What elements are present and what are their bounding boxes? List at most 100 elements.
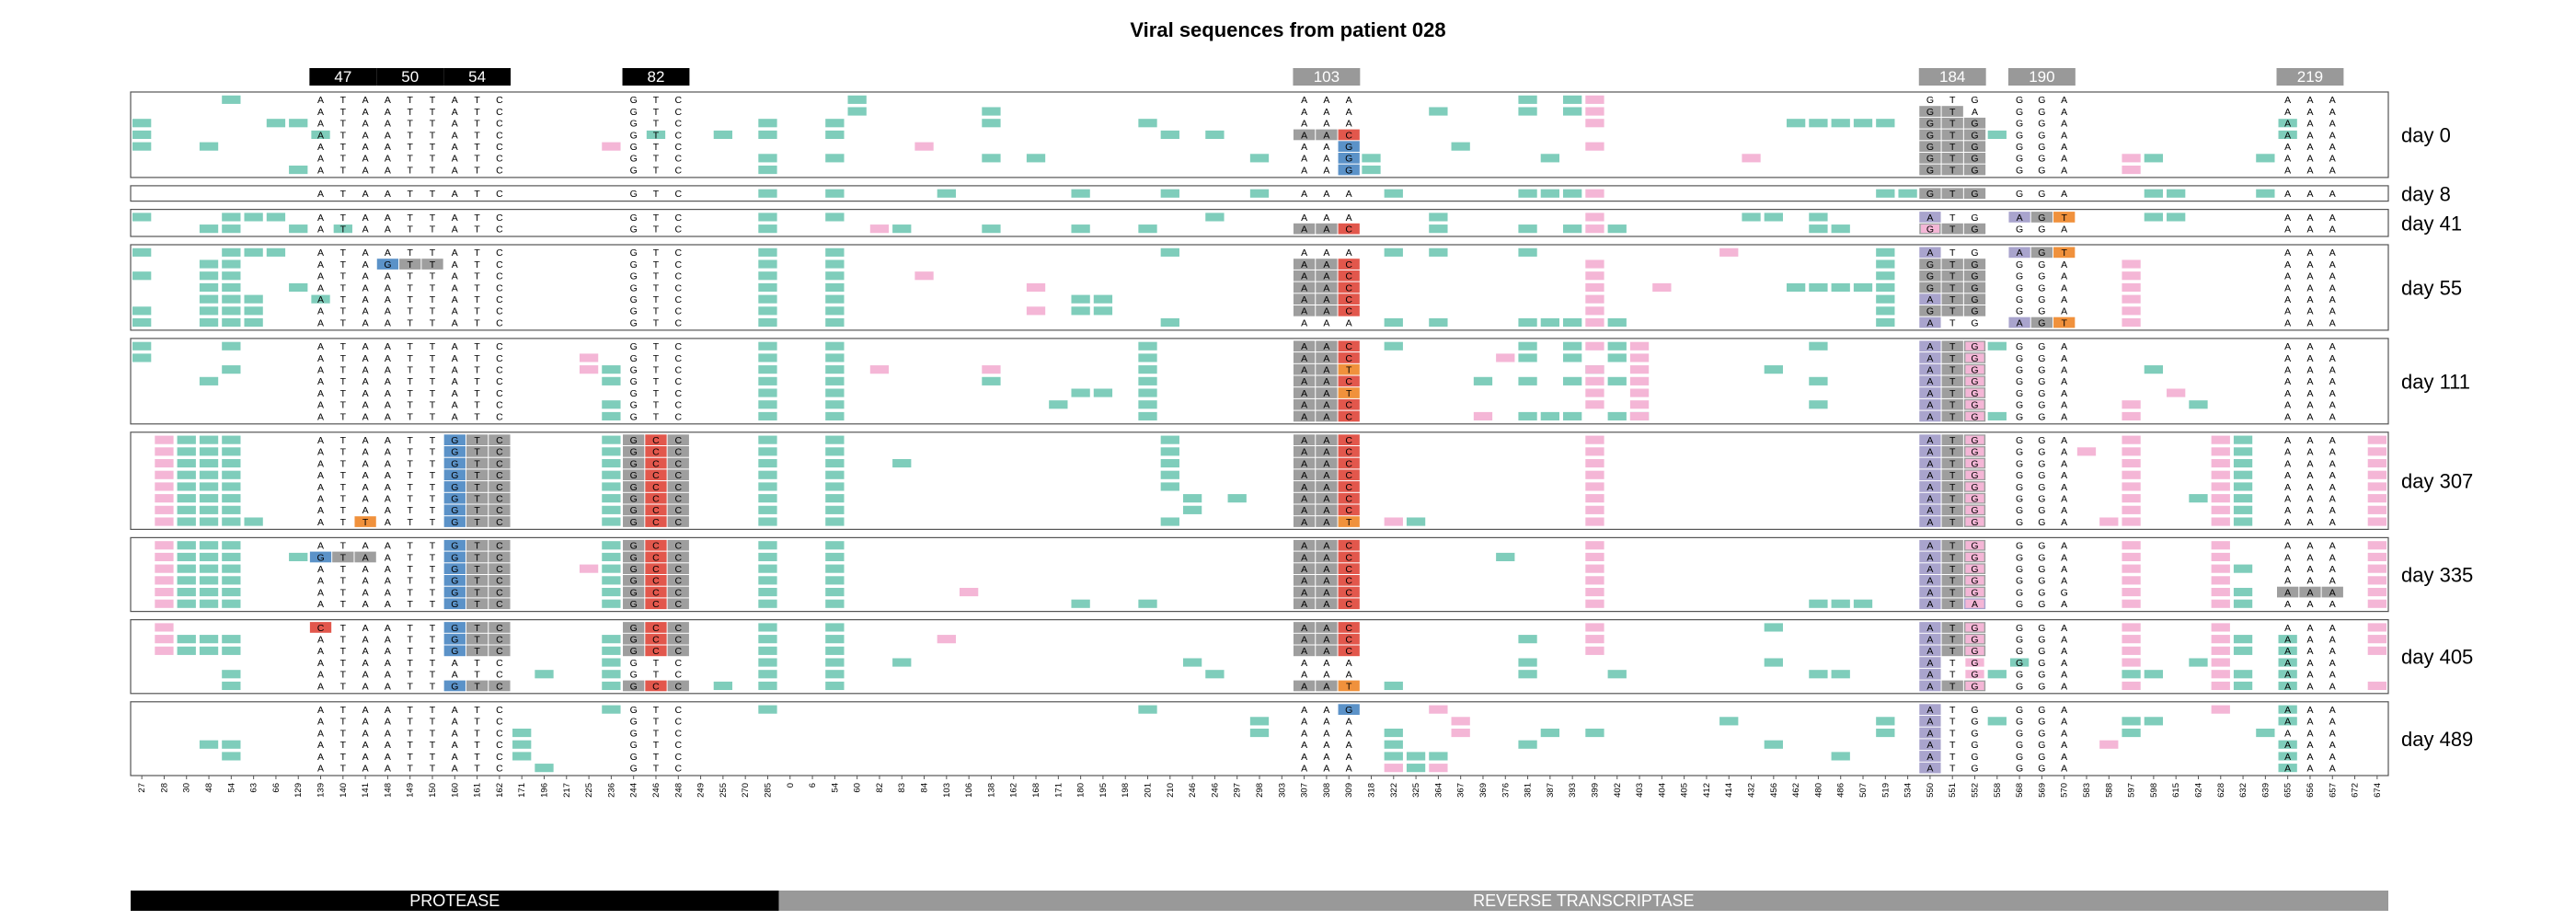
shaded-cell — [443, 680, 466, 692]
teal-mark — [2278, 740, 2297, 749]
base-letter: A — [1323, 294, 1329, 305]
position-tick-label: 54 — [830, 783, 840, 793]
position-tick-label: 54 — [226, 783, 236, 793]
base-letter: A — [2329, 294, 2336, 305]
base-letter: A — [317, 95, 324, 106]
base-letter: A — [317, 764, 324, 775]
teal-mark — [602, 365, 621, 374]
pink-mark — [1629, 353, 1650, 362]
shaded-cell — [489, 516, 511, 527]
base-letter: A — [317, 517, 324, 528]
shaded-cell — [1293, 259, 1316, 270]
base-letter: C — [496, 189, 503, 200]
base-letter: A — [2306, 365, 2313, 376]
base-letter: T — [430, 705, 436, 716]
base-letter: A — [1323, 494, 1329, 505]
base-letter: A — [2061, 635, 2067, 646]
base-letter: A — [2329, 587, 2336, 598]
base-letter: A — [1926, 587, 1933, 598]
codon-header-box — [1918, 68, 1986, 86]
base-letter: A — [385, 306, 391, 317]
shaded-cell — [1941, 633, 1963, 645]
base-letter: A — [452, 764, 458, 775]
teal-mark — [289, 282, 308, 293]
base-letter: A — [2329, 646, 2336, 657]
teal-mark — [758, 306, 777, 316]
shaded-cell — [1919, 751, 1941, 762]
position-tick-label: 507 — [1858, 783, 1869, 798]
base-letter: C — [674, 119, 682, 130]
pink-mark — [155, 517, 174, 526]
teal-mark — [2278, 635, 2297, 644]
base-letter: A — [452, 189, 458, 200]
teal-mark — [646, 130, 666, 140]
teal-mark — [132, 271, 152, 281]
base-letter: A — [1301, 317, 1307, 328]
teal-mark — [2189, 494, 2208, 503]
base-letter: G — [2038, 728, 2045, 739]
base-letter: T — [1949, 740, 1956, 751]
teal-mark — [132, 142, 152, 151]
base-letter: A — [2329, 282, 2336, 293]
shaded-cell — [489, 446, 511, 457]
base-letter: T — [474, 646, 480, 657]
position-tick-label: 628 — [2216, 783, 2226, 798]
pink-mark — [2122, 154, 2141, 163]
base-letter: T — [430, 447, 436, 458]
shaded-cell — [443, 457, 466, 469]
shaded-cell — [1919, 492, 1941, 504]
teal-mark — [1898, 189, 1917, 198]
base-letter: G — [2038, 165, 2045, 176]
base-letter: G — [2038, 154, 2045, 165]
base-letter: A — [385, 541, 391, 552]
base-letter: A — [1301, 576, 1307, 587]
teal-mark — [758, 705, 777, 714]
pink-mark — [579, 365, 599, 374]
shaded-cell — [1293, 398, 1316, 410]
base-letter: A — [1301, 130, 1307, 141]
shaded-cell — [623, 492, 645, 504]
pink-mark — [1429, 705, 1448, 714]
base-letter: G — [2038, 247, 2045, 259]
base-letter: C — [1345, 306, 1352, 317]
pink-mark — [2122, 271, 2141, 281]
shaded-cell — [1919, 622, 1941, 633]
base-letter: T — [430, 400, 436, 411]
base-letter: G — [1971, 670, 1978, 681]
shaded-cell — [489, 622, 511, 633]
base-letter: G — [630, 95, 638, 106]
base-letter: A — [2284, 294, 2291, 305]
base-letter: A — [317, 681, 324, 692]
base-letter: A — [1972, 599, 1978, 610]
base-letter: A — [1323, 142, 1329, 153]
shaded-cell — [489, 457, 511, 469]
base-letter: A — [385, 189, 391, 200]
base-letter: A — [1926, 505, 1933, 516]
base-letter: A — [1323, 213, 1329, 224]
base-letter: T — [653, 142, 660, 153]
teal-mark — [289, 224, 308, 234]
base-letter: C — [496, 576, 503, 587]
shaded-cell — [1338, 352, 1360, 363]
shaded-cell — [2277, 586, 2299, 598]
teal-mark — [825, 635, 845, 644]
base-letter: G — [2016, 294, 2023, 305]
base-letter: A — [2061, 271, 2067, 282]
teal-mark — [177, 482, 196, 491]
teal-mark — [602, 705, 621, 714]
pink-mark — [1585, 317, 1604, 328]
base-letter: T — [1949, 505, 1956, 516]
teal-mark — [758, 213, 777, 222]
base-letter: T — [474, 447, 480, 458]
shaded-cell — [443, 481, 466, 492]
shaded-cell — [1316, 340, 1338, 352]
teal-mark — [892, 458, 912, 468]
shaded-cell — [623, 680, 645, 692]
base-letter: G — [1971, 517, 1978, 528]
base-letter: A — [2329, 271, 2336, 282]
pink-mark — [1629, 388, 1650, 397]
position-tick-label: 393 — [1568, 783, 1578, 798]
shaded-cell — [1941, 481, 1963, 492]
pink-mark — [2367, 587, 2386, 597]
